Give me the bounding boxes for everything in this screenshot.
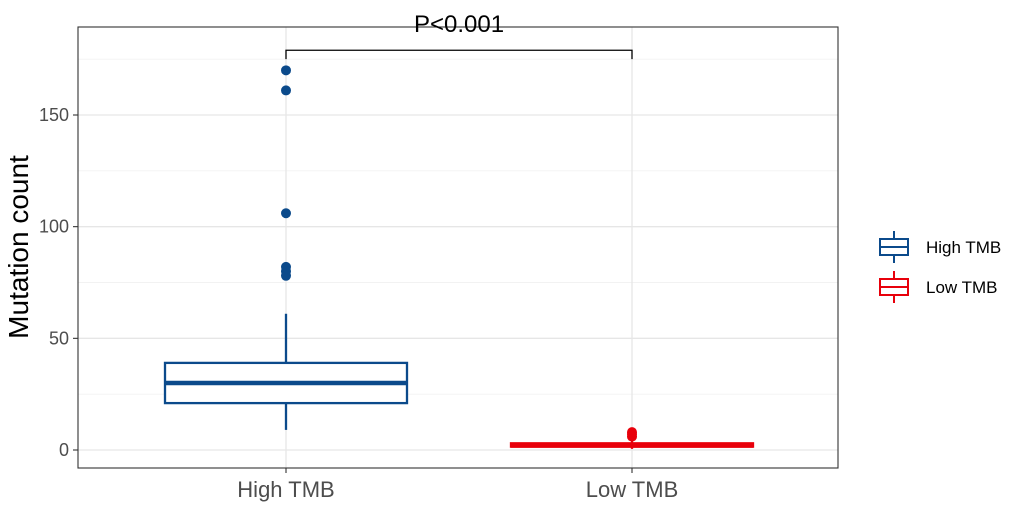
legend: High TMB Low TMB — [879, 231, 1001, 303]
box-low-tmb — [509, 427, 755, 449]
outlier-point — [281, 85, 291, 96]
plot-panel-border — [77, 26, 839, 469]
y-tick-label: 0 — [59, 440, 69, 460]
outlier-point — [627, 427, 637, 438]
y-axis-title: Mutation count — [3, 155, 34, 339]
y-tick-label: 50 — [49, 328, 69, 348]
y-tick-label: 100 — [39, 217, 69, 237]
significance-annotation: P<0.001 — [285, 11, 633, 60]
x-tick-label: Low TMB — [586, 477, 679, 502]
legend-item: High TMB — [879, 231, 1001, 263]
significance-bracket — [285, 49, 633, 60]
legend-label: Low TMB — [926, 278, 998, 297]
outlier-point — [281, 208, 291, 219]
x-tick-label: High TMB — [237, 477, 334, 502]
box-high-tmb — [163, 65, 409, 430]
x-axis: High TMB Low TMB — [237, 468, 678, 502]
legend-item: Low TMB — [879, 271, 998, 303]
y-axis: 0 50 100 150 — [39, 105, 78, 460]
outlier-point — [281, 65, 291, 76]
boxes-layer — [163, 65, 755, 449]
y-tick-label: 150 — [39, 105, 69, 125]
outlier-point — [281, 270, 291, 281]
p-value-label: P<0.001 — [414, 11, 504, 38]
grid-lines — [78, 27, 838, 468]
legend-label: High TMB — [926, 238, 1001, 257]
